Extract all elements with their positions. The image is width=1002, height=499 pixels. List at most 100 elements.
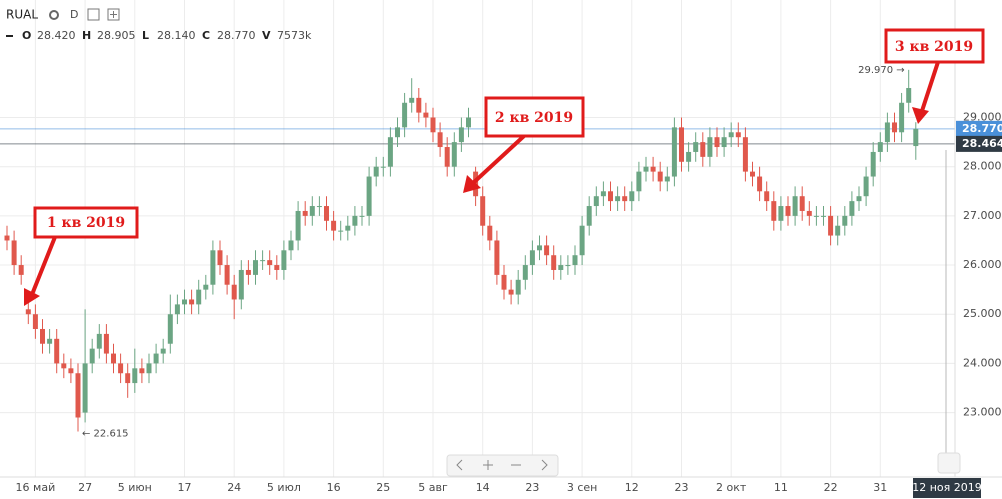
candle-body bbox=[892, 122, 897, 133]
y-tick-label: 24.000 bbox=[963, 356, 1002, 369]
candle-body bbox=[778, 206, 784, 221]
candle-body bbox=[572, 255, 578, 266]
candle-body bbox=[806, 210, 812, 216]
candle-body bbox=[600, 191, 606, 197]
scroll-left[interactable] bbox=[456, 459, 463, 471]
candle-body bbox=[771, 201, 777, 221]
candle-body bbox=[735, 132, 741, 138]
time-scale bbox=[0, 477, 1002, 499]
candle-body bbox=[423, 112, 429, 118]
x-tick-label: 31 bbox=[873, 481, 887, 494]
candle-body bbox=[458, 127, 464, 143]
legend-value: 7573k bbox=[277, 29, 312, 42]
legend-key: L bbox=[142, 29, 149, 42]
candle-body bbox=[160, 348, 166, 354]
candle-body bbox=[331, 220, 337, 231]
candle-body bbox=[96, 333, 102, 349]
candle-body bbox=[863, 176, 869, 197]
legend-key: C bbox=[202, 29, 210, 42]
candle-body bbox=[89, 348, 95, 364]
candle-body bbox=[18, 265, 24, 275]
candle-body bbox=[345, 225, 351, 231]
compare-icon[interactable] bbox=[87, 8, 100, 21]
axes: 23.000 24.000 25.000 26.000 27.000 28.000 29.0… bbox=[16, 65, 1002, 498]
candle-body bbox=[373, 166, 379, 177]
interval[interactable]: D bbox=[70, 8, 78, 21]
x-tick-label: 22 bbox=[824, 481, 838, 494]
candle-body bbox=[622, 196, 628, 202]
candle-body bbox=[75, 373, 81, 418]
candle-body bbox=[324, 206, 329, 221]
x-tick-label: 2 окт bbox=[716, 481, 747, 494]
candle-body bbox=[615, 196, 621, 202]
x-tick-label: 23 bbox=[525, 481, 539, 494]
callout-2: 2 кв 2019 bbox=[463, 96, 585, 193]
y-tick-label: 29.000 bbox=[963, 111, 1002, 124]
candle-body bbox=[714, 137, 720, 148]
candle-body bbox=[608, 191, 613, 202]
reset-button[interactable] bbox=[937, 452, 961, 474]
candle-body bbox=[47, 338, 53, 344]
y-tick-label: 23.000 bbox=[963, 406, 1002, 419]
candle-body bbox=[480, 196, 486, 226]
candle-body bbox=[899, 102, 905, 133]
candle-body bbox=[288, 240, 294, 251]
candle-body bbox=[103, 333, 109, 354]
candle-body bbox=[210, 250, 216, 285]
candle-body bbox=[636, 171, 642, 192]
candle-body bbox=[537, 245, 542, 251]
candle-body bbox=[913, 128, 919, 147]
cursor-date: 12 ноя 2019 bbox=[912, 481, 982, 494]
candle-body bbox=[686, 151, 692, 162]
candle-body bbox=[508, 289, 514, 295]
candle-body bbox=[558, 265, 564, 270]
price-scale bbox=[955, 0, 1002, 477]
candle-body bbox=[281, 250, 287, 270]
candle-body bbox=[167, 314, 173, 344]
candle-body bbox=[494, 240, 500, 275]
candle-body bbox=[380, 166, 386, 168]
candle-body bbox=[174, 304, 180, 315]
x-tick-label: 5 июн bbox=[118, 481, 152, 494]
candle-body bbox=[267, 260, 273, 266]
candle-body bbox=[742, 137, 748, 172]
candle-body bbox=[522, 265, 528, 280]
candle-body bbox=[693, 142, 699, 152]
candle-body bbox=[444, 147, 450, 167]
candle-body bbox=[203, 284, 209, 290]
x-tick-label: 11 bbox=[774, 481, 788, 494]
x-tick-label: 17 bbox=[178, 481, 192, 494]
zoom-in[interactable] bbox=[483, 460, 493, 470]
y-tick-label: 25.000 bbox=[963, 307, 1002, 320]
candle-body bbox=[849, 201, 855, 216]
candle-body bbox=[153, 353, 159, 364]
scroll-right[interactable] bbox=[541, 459, 548, 471]
x-tick-label: 24 bbox=[227, 481, 241, 494]
high-label: 29.970 → bbox=[858, 65, 905, 76]
y-tick-label: 27.000 bbox=[963, 209, 1002, 222]
callout-3: 3 кв 2019 bbox=[884, 28, 985, 124]
price-marker bbox=[956, 135, 1002, 152]
price-marker-label: 28.770 bbox=[962, 122, 1002, 135]
add-icon[interactable] bbox=[107, 8, 120, 21]
candle-body bbox=[721, 137, 727, 148]
candle-body bbox=[25, 309, 31, 315]
candle-body bbox=[125, 373, 131, 384]
candle-body bbox=[487, 225, 493, 241]
candle-body bbox=[402, 102, 408, 128]
candle-body bbox=[501, 274, 507, 290]
settings-icon[interactable] bbox=[49, 10, 59, 20]
candle-body bbox=[679, 127, 684, 162]
legend-key: V bbox=[262, 29, 271, 42]
y-tick-label: 28.000 bbox=[963, 160, 1002, 173]
candle-body bbox=[629, 191, 635, 202]
x-tick-label: 5 июл bbox=[267, 481, 301, 494]
candle-body bbox=[451, 142, 457, 167]
candle-body bbox=[430, 117, 436, 133]
x-tick-label: 12 bbox=[625, 481, 639, 494]
candle-body bbox=[593, 196, 599, 207]
symbol: RUAL bbox=[6, 8, 38, 22]
candle-body bbox=[196, 289, 202, 305]
candle-body bbox=[224, 265, 230, 285]
